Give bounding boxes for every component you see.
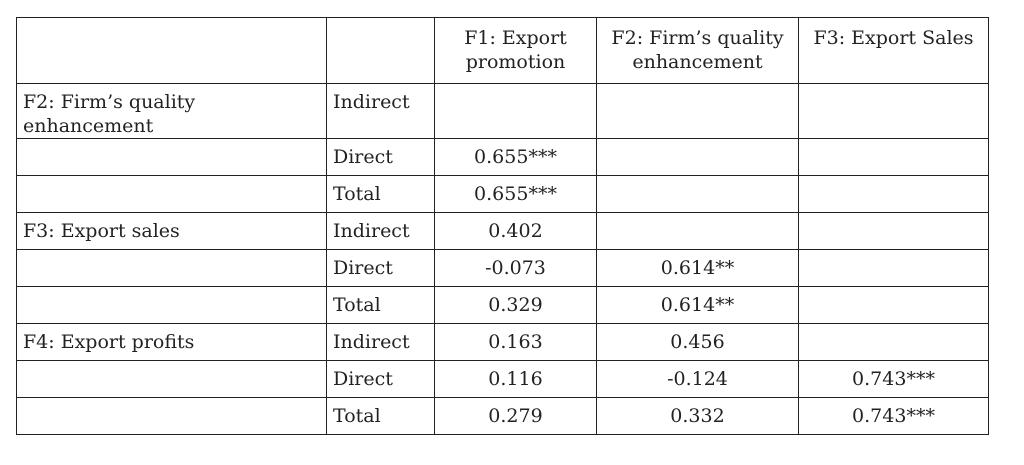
value-f1	[434, 83, 597, 139]
value-f2	[596, 138, 799, 176]
value-f3	[798, 249, 989, 287]
value-f2: 0.614**	[596, 286, 799, 324]
table-row: F3: Export sales Indirect 0.402	[16, 212, 989, 250]
header-f3: F3: Export Sales	[798, 17, 989, 84]
effect-type: Direct	[326, 249, 435, 287]
effect-type: Indirect	[326, 83, 435, 139]
table-row: F2: Firm’s quality enhancement Indirect	[16, 83, 989, 139]
value-f2: 0.614**	[596, 249, 799, 287]
effects-table: F1: Export promotion F2: Firm’s quality …	[16, 17, 989, 435]
row-label: F3: Export sales	[16, 212, 327, 250]
value-f3	[798, 323, 989, 361]
value-f2: -0.124	[596, 360, 799, 398]
value-f2	[596, 212, 799, 250]
value-f2: 0.332	[596, 397, 799, 435]
table-row: Total 0.329 0.614**	[16, 286, 989, 324]
value-f3	[798, 175, 989, 213]
row-label	[16, 286, 327, 324]
row-label	[16, 397, 327, 435]
effect-type: Total	[326, 175, 435, 213]
table-row: F4: Export profits Indirect 0.163 0.456	[16, 323, 989, 361]
effect-type: Indirect	[326, 323, 435, 361]
value-f1: -0.073	[434, 249, 597, 287]
row-label	[16, 360, 327, 398]
row-label: F4: Export profits	[16, 323, 327, 361]
value-f2	[596, 83, 799, 139]
effect-type: Indirect	[326, 212, 435, 250]
table-row: Direct -0.073 0.614**	[16, 249, 989, 287]
value-f3: 0.743***	[798, 360, 989, 398]
value-f1: 0.655***	[434, 175, 597, 213]
header-empty-1	[16, 17, 327, 84]
value-f3	[798, 286, 989, 324]
effect-type: Direct	[326, 360, 435, 398]
row-label	[16, 175, 327, 213]
value-f2	[596, 175, 799, 213]
value-f3	[798, 83, 989, 139]
table-row: Direct 0.655***	[16, 138, 989, 176]
header-f1: F1: Export promotion	[434, 17, 597, 84]
table-row: Total 0.655***	[16, 175, 989, 213]
table-row: Direct 0.116 -0.124 0.743***	[16, 360, 989, 398]
effect-type: Direct	[326, 138, 435, 176]
value-f1: 0.116	[434, 360, 597, 398]
value-f1: 0.279	[434, 397, 597, 435]
row-label: F2: Firm’s quality enhancement	[16, 83, 327, 139]
value-f1: 0.163	[434, 323, 597, 361]
value-f3	[798, 138, 989, 176]
header-empty-2	[326, 17, 435, 84]
value-f3: 0.743***	[798, 397, 989, 435]
row-label	[16, 249, 327, 287]
table-row: Total 0.279 0.332 0.743***	[16, 397, 989, 435]
value-f1: 0.329	[434, 286, 597, 324]
effect-type: Total	[326, 397, 435, 435]
value-f3	[798, 212, 989, 250]
value-f1: 0.402	[434, 212, 597, 250]
value-f1: 0.655***	[434, 138, 597, 176]
header-f2: F2: Firm’s quality enhancement	[596, 17, 799, 84]
header-row: F1: Export promotion F2: Firm’s quality …	[16, 17, 989, 84]
row-label	[16, 138, 327, 176]
value-f2: 0.456	[596, 323, 799, 361]
effect-type: Total	[326, 286, 435, 324]
